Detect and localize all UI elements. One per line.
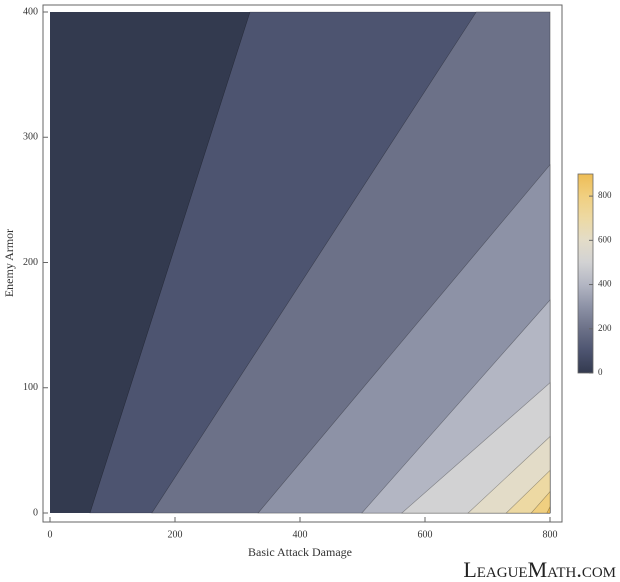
- colorbar: [577, 173, 594, 374]
- y-tick-label: 300: [23, 132, 38, 143]
- x-axis-label: Basic Attack Damage: [248, 545, 352, 559]
- colorbar-tick-label: 200: [598, 323, 612, 333]
- y-tick-label: 0: [33, 507, 38, 518]
- colorbar-tick-label: 0: [598, 367, 603, 377]
- x-tick-label: 600: [418, 529, 433, 540]
- x-tick-label: 200: [168, 529, 183, 540]
- contour-region: [530, 490, 551, 514]
- colorbar-tick-label: 800: [598, 190, 612, 200]
- x-tick-label: 0: [48, 529, 53, 540]
- contour-region: [546, 506, 551, 514]
- y-tick-label: 400: [23, 6, 38, 17]
- x-tick-label: 800: [543, 529, 558, 540]
- y-axis-label: Enemy Armor: [2, 229, 16, 297]
- x-tick-label: 400: [293, 529, 308, 540]
- watermark: LeagueMath.com: [463, 557, 616, 582]
- colorbar-tick-label: 600: [598, 234, 612, 244]
- colorbar-tick-label: 400: [598, 279, 612, 289]
- y-tick-label: 200: [23, 257, 38, 268]
- y-tick-label: 100: [23, 382, 38, 393]
